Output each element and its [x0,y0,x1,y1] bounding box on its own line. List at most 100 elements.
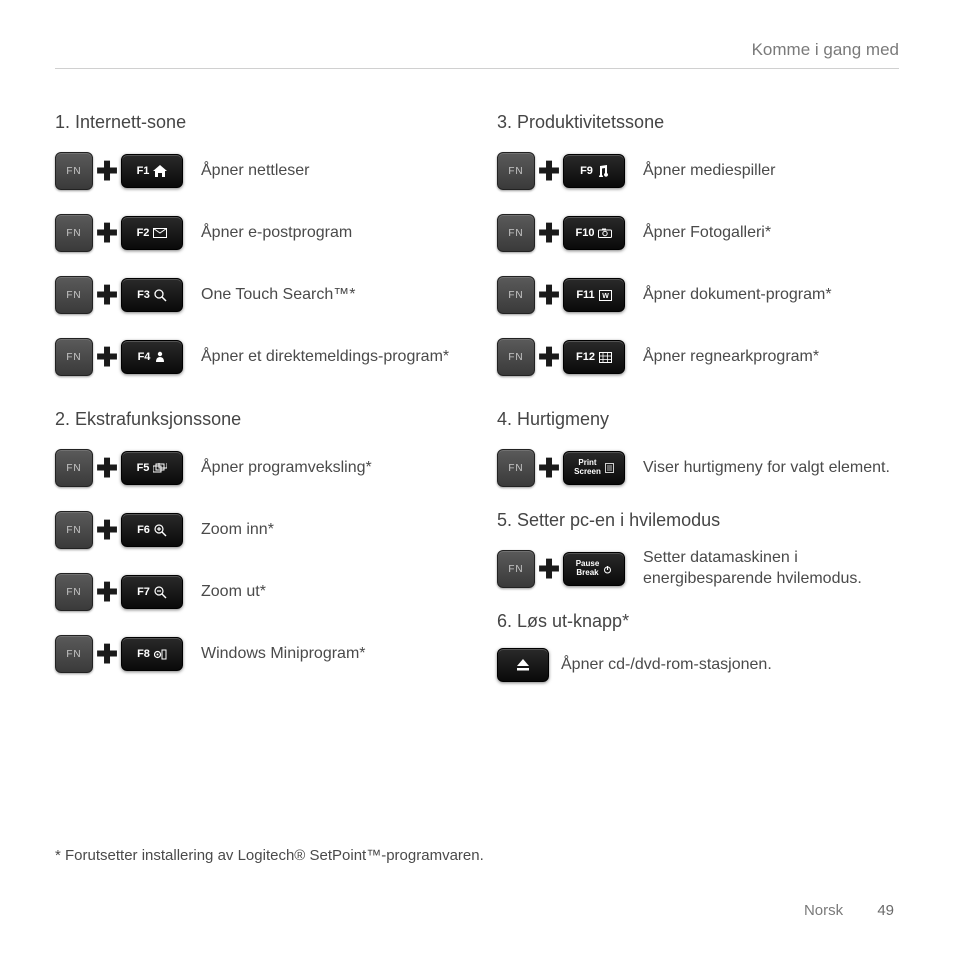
page-footer: Norsk 49 [804,902,894,919]
plus-icon: ✚ [535,342,563,373]
row-f4: FN ✚ F4 Åpner et direktemeldings-program… [55,335,457,379]
printscreen-label: PrintScreen [574,459,601,477]
fn-key: FN [55,511,93,549]
row-f5: FN ✚ F5 Åpner programveksling* [55,446,457,490]
f5-label: F5 [137,462,150,474]
f7-key: F7 [121,575,183,609]
f10-desc: Åpner Fotogalleri* [643,223,771,244]
f10-label: F10 [576,227,595,239]
plus-icon: ✚ [535,554,563,585]
row-f8: FN ✚ F8 Windows Miniprogram* [55,632,457,676]
f8-label: F8 [137,648,150,660]
section-6-title: 6. Løs ut-knapp* [497,611,899,632]
f2-key: F2 [121,216,183,250]
f7-desc: Zoom ut* [201,582,266,603]
plus-icon: ✚ [535,280,563,311]
section-2-title: 2. Ekstrafunksjonssone [55,409,457,430]
fn-key: FN [497,449,535,487]
row-f11: FN ✚ F11 W Åpner dokument-program* [497,273,899,317]
right-column: 3. Produktivitetssone FN ✚ F9 Åpner medi… [497,104,899,700]
pause-label: PauseBreak [576,560,600,578]
f1-desc: Åpner nettleser [201,161,310,182]
row-f9: FN ✚ F9 Åpner mediespiller [497,149,899,193]
row-f12: FN ✚ F12 Åpner regnearkprogram* [497,335,899,379]
plus-icon: ✚ [93,342,121,373]
printscreen-key: PrintScreen [563,451,625,485]
f6-desc: Zoom inn* [201,520,274,541]
plus-icon: ✚ [93,218,121,249]
f8-desc: Windows Miniprogram* [201,644,366,665]
plus-icon: ✚ [93,577,121,608]
footnote: * Forutsetter installering av Logitech® … [55,847,484,864]
footer-lang: Norsk [804,902,843,919]
fn-key: FN [55,276,93,314]
fn-key: FN [55,573,93,611]
left-column: 1. Internett-sone FN ✚ F1 Åpner nettlese… [55,104,457,700]
f4-label: F4 [138,351,151,363]
f3-label: F3 [137,289,150,301]
section-1-title: 1. Internett-sone [55,112,457,133]
plus-icon: ✚ [535,453,563,484]
f2-desc: Åpner e-postprogram [201,223,352,244]
fn-key: FN [55,214,93,252]
section-3-title: 3. Produktivitetssone [497,112,899,133]
pause-key: PauseBreak [563,552,625,586]
pause-desc: Setter datamaskinen i energibesparende h… [643,548,899,590]
f1-label: F1 [137,165,150,177]
f2-label: F2 [137,227,150,239]
f9-label: F9 [580,165,593,177]
search-icon [154,289,167,302]
f7-label: F7 [137,586,150,598]
power-icon [603,565,612,574]
row-f7: FN ✚ F7 Zoom ut* [55,570,457,614]
row-f1: FN ✚ F1 Åpner nettleser [55,149,457,193]
f6-label: F6 [137,524,150,536]
fn-key: FN [497,338,535,376]
eject-desc: Åpner cd-/dvd-rom-stasjonen. [561,655,772,676]
document-icon: W [599,290,612,301]
eject-icon [516,659,530,671]
f5-key: F5 [121,451,183,485]
plus-icon: ✚ [93,639,121,670]
f5-desc: Åpner programveksling* [201,458,372,479]
fn-key: FN [55,338,93,376]
plus-icon: ✚ [535,156,563,187]
plus-icon: ✚ [535,218,563,249]
content-columns: 1. Internett-sone FN ✚ F1 Åpner nettlese… [55,104,899,700]
page-header: Komme i gang med [55,40,899,69]
f6-key: F6 [121,513,183,547]
spreadsheet-icon [599,352,612,363]
fn-key: FN [55,152,93,190]
section-5-title: 5. Setter pc-en i hvilemodus [497,510,899,531]
f11-desc: Åpner dokument-program* [643,285,832,306]
fn-key: FN [55,449,93,487]
f11-label: F11 [576,289,594,301]
f11-key: F11 W [563,278,625,312]
f3-desc: One Touch Search™* [201,285,355,306]
f9-desc: Åpner mediespiller [643,161,776,182]
fn-key: FN [497,152,535,190]
svg-text:W: W [602,293,609,300]
zoom-in-icon [154,524,167,537]
row-f2: FN ✚ F2 Åpner e-postprogram [55,211,457,255]
messenger-icon [154,351,166,363]
f12-key: F12 [563,340,625,374]
f10-key: F10 [563,216,625,250]
plus-icon: ✚ [93,453,121,484]
gadget-icon [154,649,167,660]
plus-icon: ✚ [93,156,121,187]
f9-key: F9 [563,154,625,188]
fn-key: FN [497,276,535,314]
row-eject: Åpner cd-/dvd-rom-stasjonen. [497,648,899,682]
row-f10: FN ✚ F10 Åpner Fotogalleri* [497,211,899,255]
f12-label: F12 [576,351,595,363]
row-f6: FN ✚ F6 Zoom inn* [55,508,457,552]
f3-key: F3 [121,278,183,312]
row-pause: FN ✚ PauseBreak Setter datamaskinen i en… [497,547,899,591]
fn-key: FN [497,550,535,588]
fn-key: FN [497,214,535,252]
camera-icon [598,228,612,238]
f4-desc: Åpner et direktemeldings-program* [201,347,449,368]
plus-icon: ✚ [93,280,121,311]
f1-key: F1 [121,154,183,188]
